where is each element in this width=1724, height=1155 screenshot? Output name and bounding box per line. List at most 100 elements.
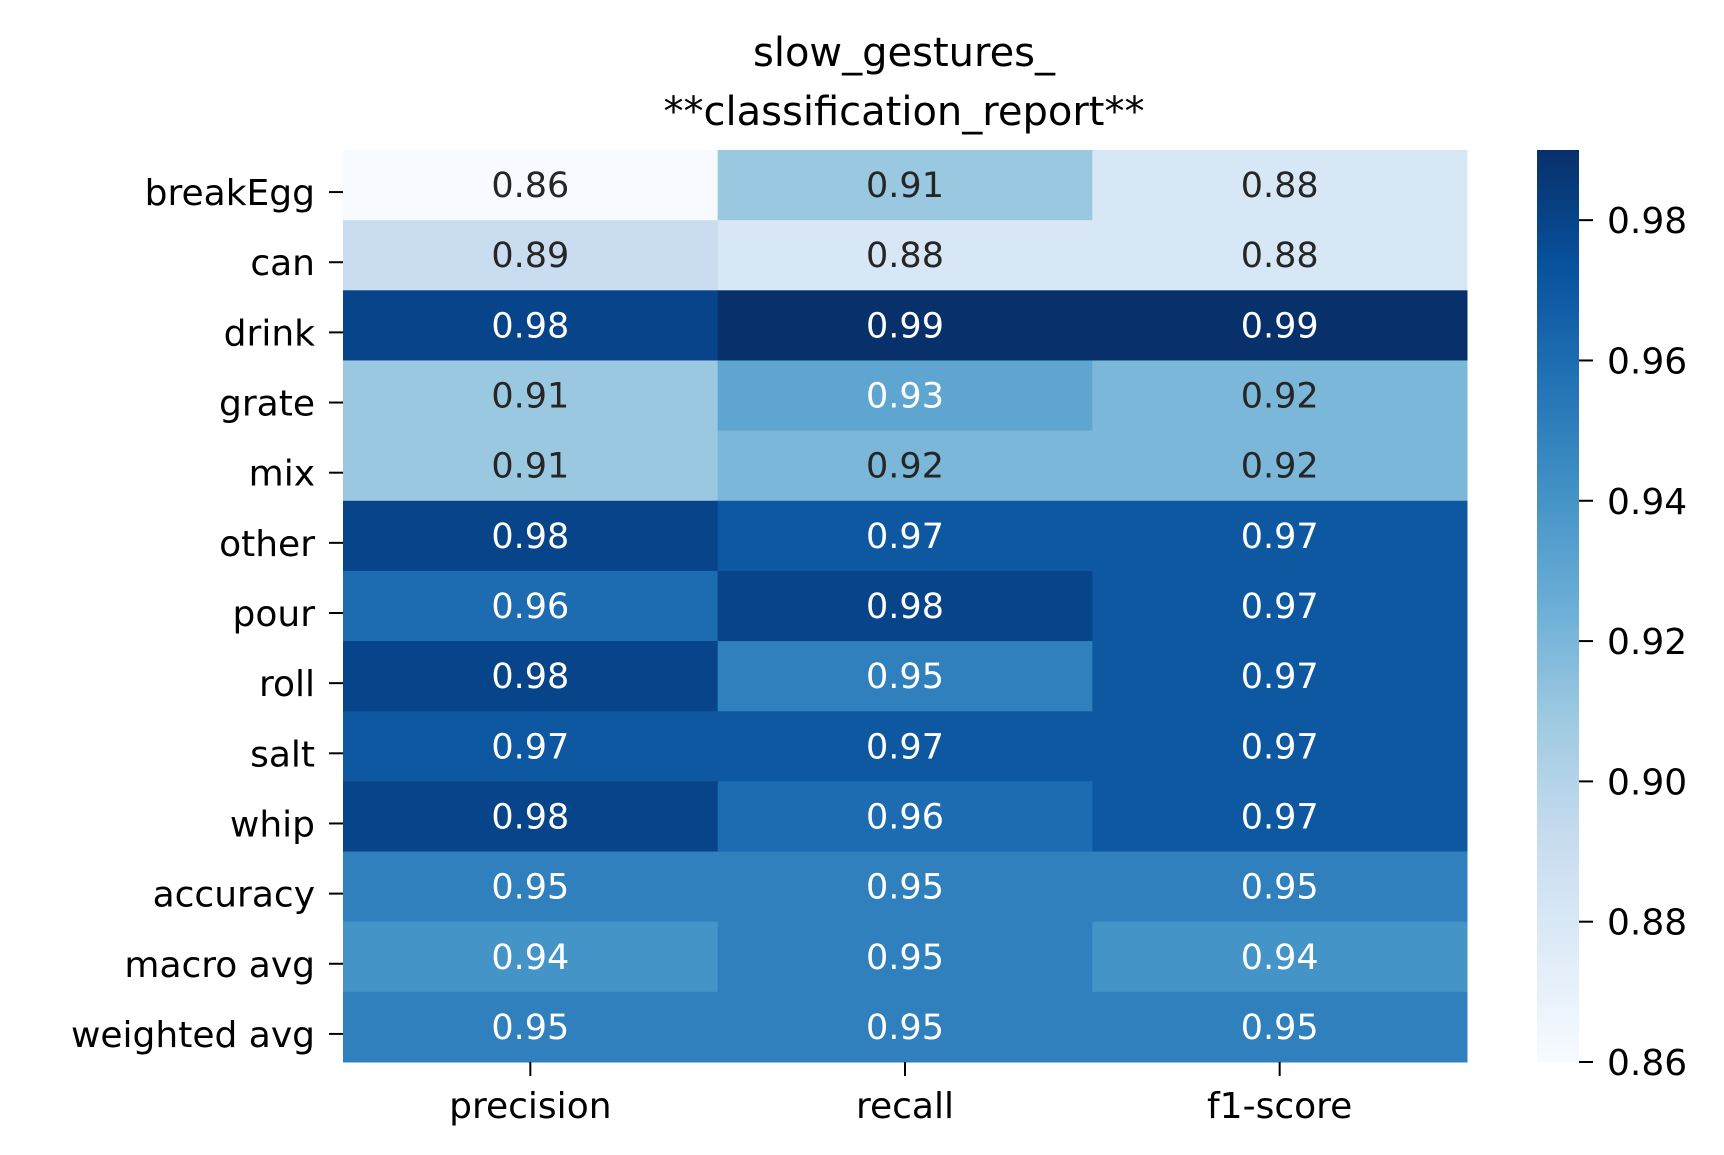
cell-value-label: 0.91 (866, 166, 944, 206)
y-tick-label: accuracy (153, 875, 315, 916)
heatmap-cell (717, 360, 1093, 432)
cell-value-label: 0.98 (491, 306, 569, 346)
colorbar-tick-label: 0.96 (1607, 341, 1687, 382)
y-tick-label: grate (219, 384, 315, 425)
cell-value-label: 0.95 (491, 868, 569, 908)
cell-value-label: 0.99 (1241, 306, 1319, 346)
y-tick-label: pour (233, 594, 316, 635)
heatmap-cell (717, 991, 1093, 1063)
x-tick-label: recall (856, 1086, 954, 1127)
heatmap-cell (717, 641, 1093, 712)
y-tick-label: macro avg (124, 945, 315, 986)
heatmap-cell (343, 150, 719, 221)
cell-value-label: 0.88 (1241, 236, 1319, 276)
cell-value-label: 0.96 (491, 587, 569, 627)
cell-value-label: 0.95 (866, 868, 944, 908)
cell-value-label: 0.97 (1241, 797, 1319, 837)
y-axis: breakEgg can drink grate mix other pour roll sal… (71, 173, 343, 1056)
cell-value-label: 0.91 (491, 447, 569, 487)
cell-value-label: 0.95 (866, 1008, 944, 1048)
cell-value-label: 0.98 (491, 657, 569, 697)
cell-value-label: 0.97 (1241, 587, 1319, 627)
cell-value-label: 0.88 (1241, 166, 1319, 206)
chart-title-line-1: slow_gestures_ (753, 30, 1056, 76)
cell-value-label: 0.88 (866, 236, 944, 276)
heatmap-cell (717, 220, 1093, 291)
heatmap-cell (717, 851, 1093, 923)
heatmap-cell (1092, 781, 1468, 853)
colorbar: 0.86 0.88 0.90 0.92 0.94 0.96 0.98 (1537, 150, 1687, 1084)
colorbar-gradient (1537, 150, 1579, 1062)
heatmap-cell (343, 500, 719, 572)
y-tick-label: whip (230, 804, 315, 845)
heatmap-cell (717, 781, 1093, 853)
cell-value-label: 0.95 (491, 1008, 569, 1048)
cell-value-label: 0.89 (491, 236, 569, 276)
heatmap-cell (1092, 150, 1468, 221)
cell-value-label: 0.86 (491, 166, 569, 206)
heatmap-cell (717, 921, 1093, 993)
cell-value-label: 0.97 (1241, 727, 1319, 767)
cell-value-label: 0.98 (866, 587, 944, 627)
heatmap-cell (343, 290, 719, 361)
y-tick-label: weighted avg (71, 1015, 315, 1056)
cell-value-label: 0.95 (866, 657, 944, 697)
colorbar-tick-label: 0.86 (1607, 1043, 1687, 1084)
heatmap-cell (1092, 220, 1468, 291)
y-tick-label: roll (259, 664, 315, 705)
cell-value-label: 0.97 (1241, 517, 1319, 557)
heatmap-cell (343, 641, 719, 712)
heatmap-cell (717, 290, 1093, 361)
heatmap-cells: 0.86 0.91 0.88 0.89 0.88 0.88 0.98 0.99 0.99 0.91… (343, 150, 1468, 1063)
cell-value-label: 0.96 (866, 797, 944, 837)
heatmap-cell (343, 430, 719, 502)
heatmap-cell (343, 851, 719, 923)
heatmap-cell (1092, 921, 1468, 993)
y-tick-label: other (219, 524, 315, 565)
cell-value-label: 0.99 (866, 306, 944, 346)
y-tick-label: breakEgg (145, 173, 315, 214)
cell-value-label: 0.95 (1241, 868, 1319, 908)
heatmap-cell (717, 570, 1093, 642)
cell-value-label: 0.93 (866, 377, 944, 417)
cell-value-label: 0.92 (1241, 377, 1319, 417)
heatmap-cell (343, 360, 719, 432)
heatmap-cell (1092, 711, 1468, 782)
cell-value-label: 0.94 (1241, 938, 1319, 978)
cell-value-label: 0.97 (491, 727, 569, 767)
heatmap-cell (343, 711, 719, 782)
heatmap-cell (717, 711, 1093, 782)
colorbar-tick-label: 0.94 (1607, 482, 1687, 523)
cell-value-label: 0.95 (1241, 1008, 1319, 1048)
heatmap-cell (343, 921, 719, 993)
heatmap-cell (343, 570, 719, 642)
heatmap-cell (1092, 641, 1468, 712)
cell-value-label: 0.97 (1241, 657, 1319, 697)
heatmap-cell (1092, 570, 1468, 642)
heatmap-cell (1092, 360, 1468, 432)
y-tick-label: salt (250, 734, 315, 775)
colorbar-tick-label: 0.92 (1607, 622, 1687, 663)
y-tick-label: can (250, 243, 315, 284)
cell-value-label: 0.98 (491, 797, 569, 837)
cell-value-label: 0.92 (866, 447, 944, 487)
y-tick-label: drink (224, 313, 315, 354)
heatmap-cell (1092, 290, 1468, 361)
cell-value-label: 0.91 (491, 377, 569, 417)
cell-value-label: 0.94 (491, 938, 569, 978)
y-tick-label: mix (249, 454, 315, 495)
heatmap-cell (717, 150, 1093, 221)
heatmap-cell (1092, 991, 1468, 1063)
cell-value-label: 0.92 (1241, 447, 1319, 487)
heatmap-cell (1092, 500, 1468, 572)
x-tick-label: precision (449, 1086, 611, 1127)
heatmap-cell (1092, 430, 1468, 502)
heatmap-cell (1092, 851, 1468, 923)
cell-value-label: 0.97 (866, 517, 944, 557)
cell-value-label: 0.97 (866, 727, 944, 767)
colorbar-tick-label: 0.90 (1607, 762, 1687, 803)
heatmap-cell (343, 220, 719, 291)
heatmap-cell (343, 781, 719, 853)
colorbar-tick-label: 0.98 (1607, 201, 1687, 242)
